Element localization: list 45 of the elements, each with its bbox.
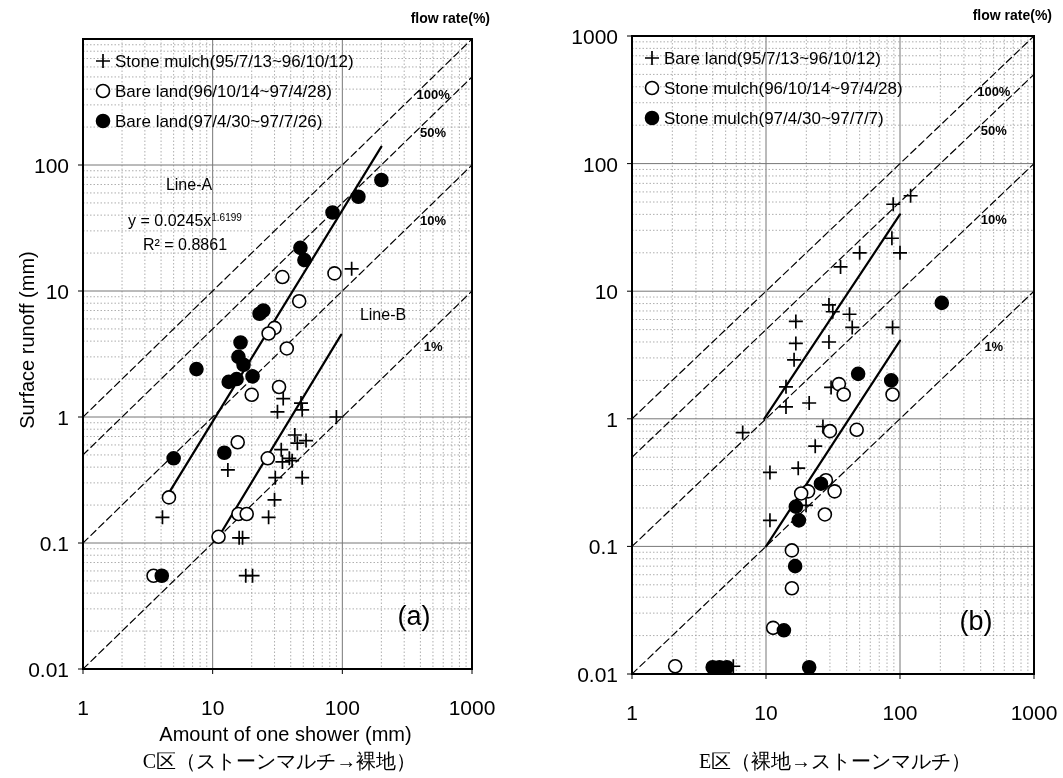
legend-label: Stone mulch(95/7/13~96/10/12) <box>115 52 354 71</box>
series-label: 50% <box>420 124 447 140</box>
y-tick-label: 0.1 <box>588 535 618 559</box>
series-label: 100% <box>416 86 451 102</box>
y-tick-label: 100 <box>582 152 618 176</box>
text: flow rate(%) <box>972 7 1052 23</box>
x-tick-label: 100 <box>324 696 360 719</box>
legend-label: Stone mulch(96/10/14~97/4/28) <box>664 79 903 98</box>
x-tick-label: 1000 <box>1010 701 1058 724</box>
x-tick-label: 10 <box>200 696 225 719</box>
y-tick-label: 10 <box>594 280 618 304</box>
text: E区（裸地→ストーンマルチ） <box>698 750 972 772</box>
x-tick-label: 1 <box>626 701 638 724</box>
annotation: Line-B <box>359 306 407 323</box>
legend-label: Bare land(97/4/30~97/7/26) <box>115 112 323 131</box>
y-tick-label: 100 <box>33 154 69 177</box>
series-label: 10% <box>980 211 1008 227</box>
annotation: R² = 0.8861 <box>142 236 228 253</box>
legend-label: Bare land(96/10/14~97/4/28) <box>115 82 332 101</box>
y-tick-label: 0.01 <box>28 658 69 681</box>
y-tick-label: 1000 <box>571 25 618 48</box>
annotation: Line-A <box>165 176 213 193</box>
y-tick-label: 1 <box>606 407 618 431</box>
y-tick-label: 0.1 <box>39 532 69 555</box>
series-label: 1% <box>984 339 1004 355</box>
annotation: y = 0.0245x$^{1.6199}$ <box>128 211 243 229</box>
text: flow rate(%) <box>410 10 490 26</box>
series-label: 50% <box>980 122 1008 138</box>
series-label: 1% <box>423 338 443 354</box>
y-tick-label: 10 <box>45 280 69 303</box>
annotation: (b) <box>959 606 993 636</box>
x-tick-label: 100 <box>882 701 918 724</box>
y-tick-label: 0.01 <box>577 663 618 686</box>
y-tick-label: 1 <box>57 406 69 429</box>
legend-label: Stone mulch(97/4/30~97/7/7) <box>664 109 884 128</box>
x-axis-title: Amount of one shower (mm) <box>159 723 412 745</box>
x-tick-label: 10 <box>754 701 778 724</box>
legend-label: Bare land(95/7/13~96/10/12) <box>664 49 881 68</box>
x-tick-label: 1 <box>77 696 89 719</box>
text: C区（ストーンマルチ→裸地） <box>142 750 417 772</box>
annotation: (a) <box>397 601 431 631</box>
y-axis-title: Surface runoff (mm) <box>16 251 38 429</box>
x-tick-label: 1000 <box>448 696 496 719</box>
series-label: 10% <box>420 212 447 228</box>
series-label: 100% <box>977 84 1011 100</box>
